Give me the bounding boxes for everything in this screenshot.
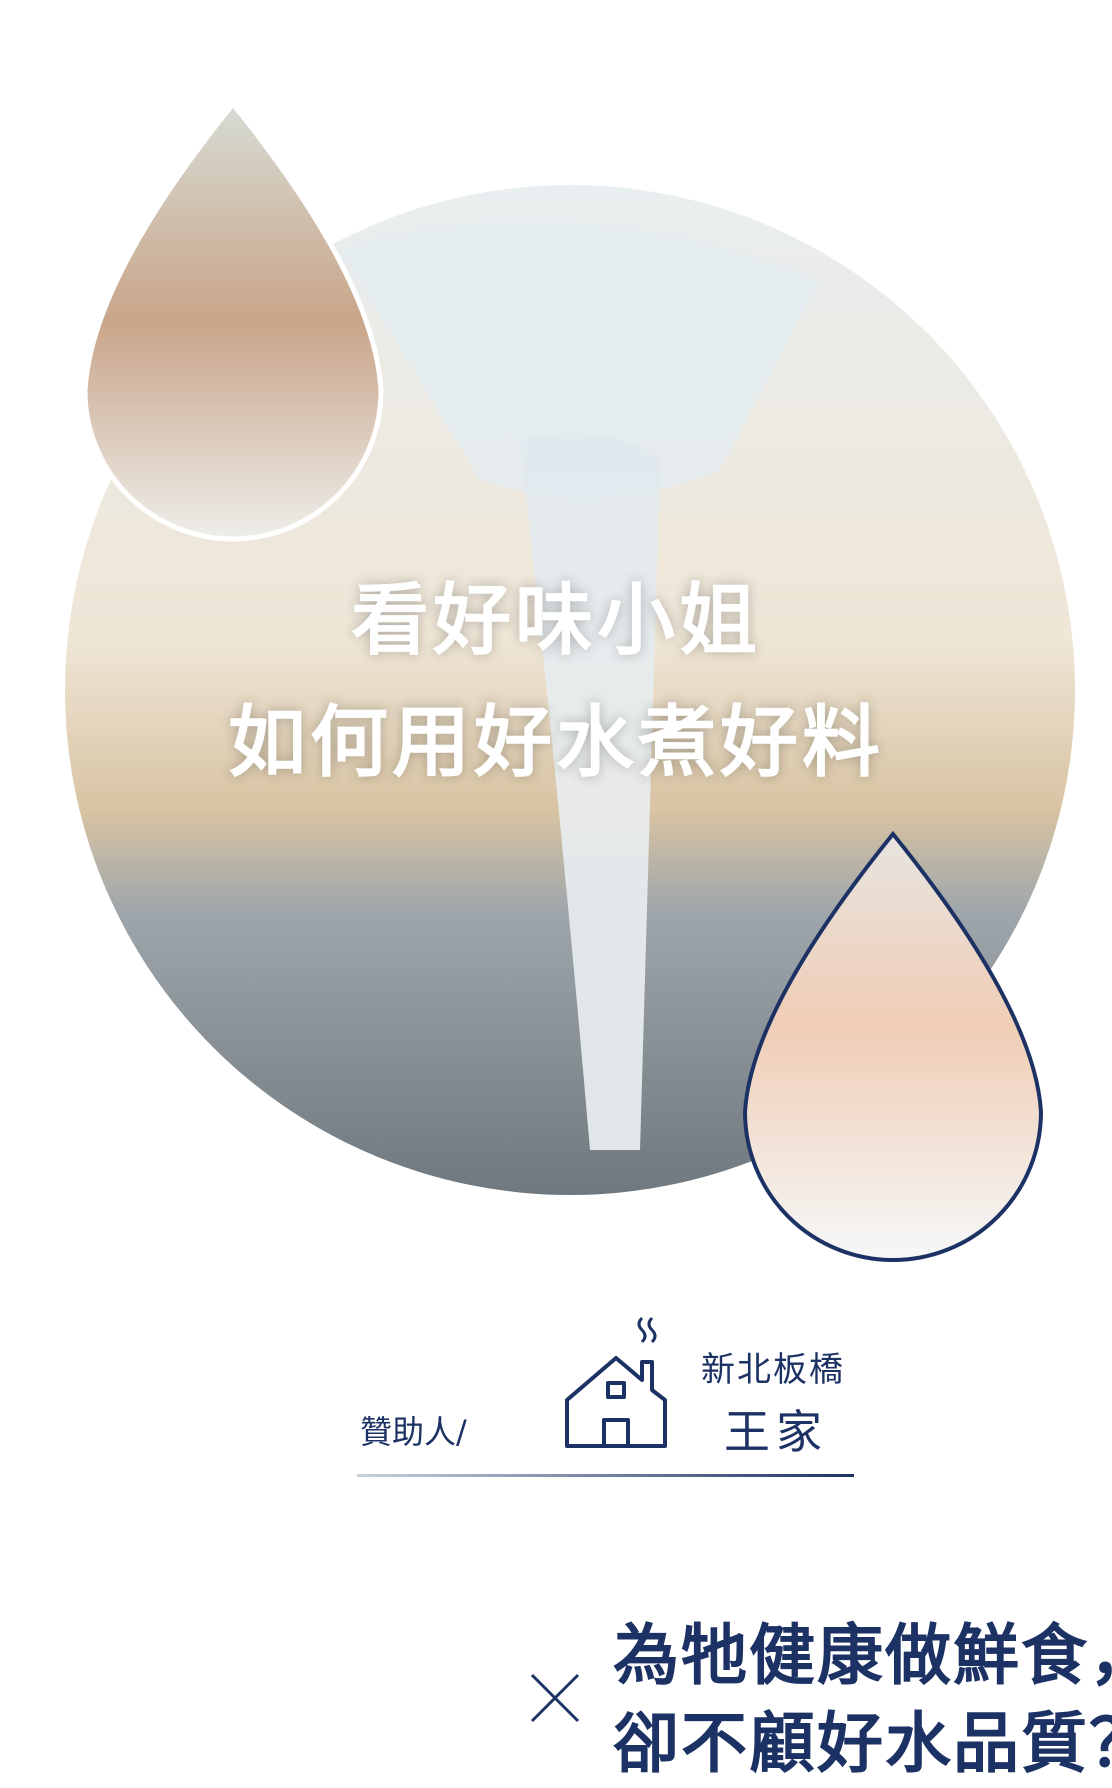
sponsor-label: 贊助人/ bbox=[360, 1413, 467, 1451]
headline-line: 為牠健康做鮮食， bbox=[613, 1617, 1112, 1694]
house-icon bbox=[565, 1316, 667, 1448]
title-line: 如何用好水煮好料 bbox=[227, 698, 884, 788]
portrait-right bbox=[742, 830, 1044, 1262]
sponsor-location: 新北板橋 bbox=[701, 1350, 845, 1390]
headline: 為牠健康做鮮食， 卻不顧好水品質？ bbox=[613, 1612, 1112, 1788]
headline-line: 卻不顧好水品質？ bbox=[613, 1705, 1112, 1782]
sponsor-family: 王家 bbox=[724, 1405, 828, 1459]
divider bbox=[357, 1474, 854, 1477]
title-line: 看好味小姐 bbox=[350, 576, 761, 666]
pot bbox=[340, 221, 820, 498]
portrait-left bbox=[82, 100, 384, 542]
cross-icon bbox=[530, 1673, 580, 1723]
hero-title: 看好味小姐 如何用好水煮好料 bbox=[0, 560, 1112, 804]
water-stream bbox=[520, 433, 660, 1150]
